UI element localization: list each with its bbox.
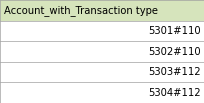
Text: Account_with_Transaction type: Account_with_Transaction type	[4, 5, 157, 16]
Bar	[0, 0, 204, 21]
Text: 5304#112: 5304#112	[147, 88, 200, 98]
Bar	[0, 41, 204, 62]
Text: 5301#110: 5301#110	[147, 26, 200, 36]
Bar	[0, 21, 204, 41]
Bar	[0, 82, 204, 103]
Text: 5303#112: 5303#112	[147, 67, 200, 77]
Text: 5302#110: 5302#110	[147, 46, 200, 57]
Bar	[0, 62, 204, 82]
